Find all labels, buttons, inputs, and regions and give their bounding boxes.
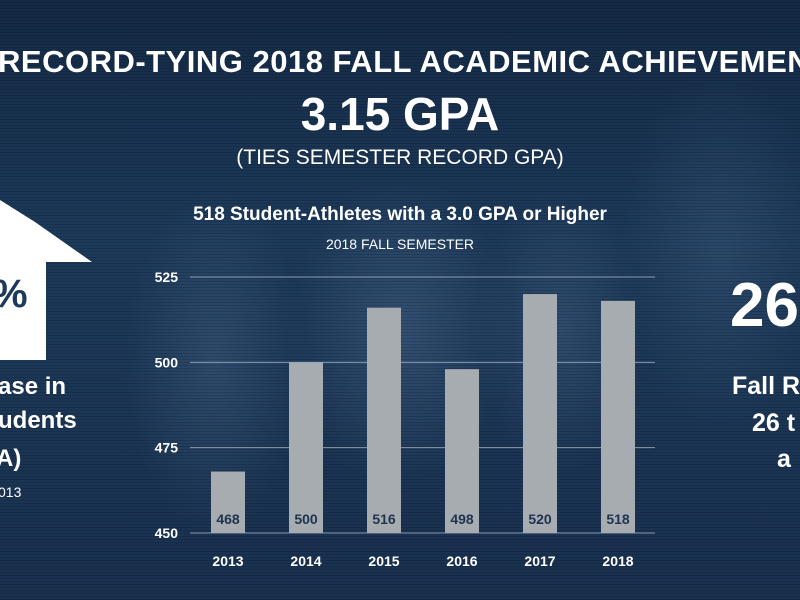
bar-value-label: 520 [528, 511, 552, 527]
gpa-value: 3.15 GPA [300, 88, 500, 140]
bar [445, 369, 479, 533]
headline: RECORD-TYING 2018 FALL ACADEMIC ACHIEVEM… [0, 44, 800, 84]
x-tick-label: 2018 [602, 553, 633, 569]
bar [523, 294, 557, 533]
left-text-1: ase in [0, 373, 67, 400]
left-text-3: A) [0, 445, 22, 472]
right-text-2: 26 t [752, 409, 796, 437]
right-text-1: Fall R [732, 372, 800, 400]
left-text-2: udents [0, 407, 77, 434]
left-text-4: 013 [0, 484, 22, 500]
up-arrow-icon [0, 200, 92, 360]
bar [211, 471, 245, 533]
chart-subtitle: 2018 FALL SEMESTER [325, 236, 475, 252]
gpa-subtitle: (TIES SEMESTER RECORD GPA) [236, 146, 564, 169]
headline-text: RECORD-TYING 2018 FALL ACADEMIC ACHIEVEM… [0, 44, 800, 79]
x-tick-label: 2014 [290, 553, 321, 569]
x-tick-label: 2016 [446, 553, 477, 569]
left-percent: % [0, 272, 28, 317]
y-tick-label: 475 [155, 440, 179, 456]
bar [289, 362, 323, 533]
bar-value-label: 468 [216, 511, 240, 527]
y-tick-label: 450 [155, 525, 179, 541]
chart-title: 518 Student-Athletes with a 3.0 GPA or H… [193, 204, 607, 225]
x-tick-label: 2017 [524, 553, 555, 569]
y-tick-label: 500 [155, 354, 179, 370]
bar-value-label: 500 [294, 511, 318, 527]
right-number: 26 [730, 271, 799, 340]
bar-value-label: 516 [372, 511, 396, 527]
bar-value-label: 518 [606, 511, 630, 527]
x-tick-label: 2015 [368, 553, 399, 569]
bar [601, 300, 635, 533]
right-stat-panel: 26 Fall R 26 t a [700, 0, 800, 600]
left-stat-panel: % ase in udents A) 013 [0, 0, 110, 600]
bar [367, 307, 401, 533]
x-tick-label: 2013 [212, 553, 243, 569]
right-text-3: a [777, 445, 791, 473]
bar-value-label: 498 [450, 511, 474, 527]
y-tick-label: 525 [155, 269, 179, 285]
